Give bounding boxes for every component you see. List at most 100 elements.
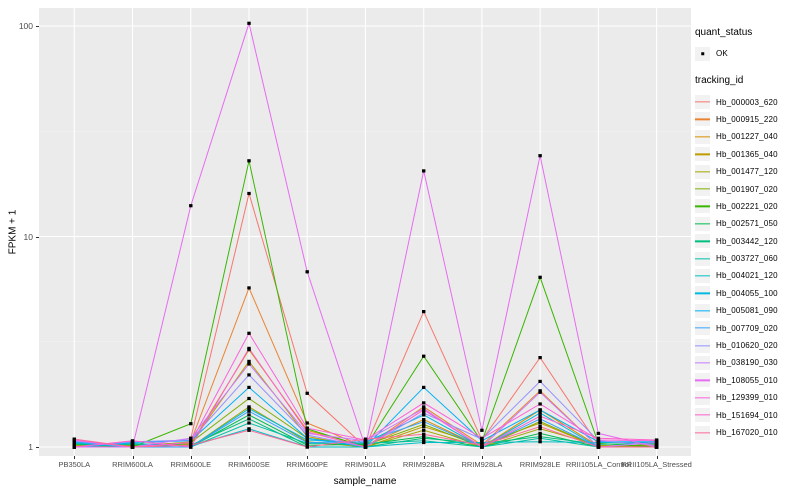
x-tick-mark [481,456,483,459]
data-point [189,440,193,445]
legend-item-Hb_000915_220: Hb_000915_220 [695,111,799,128]
line-swatch-icon [695,101,710,103]
legend-key [695,234,710,249]
data-point [538,408,542,412]
data-point [480,445,484,449]
data-point [189,443,193,447]
legend-title-tracking-id: tracking_id [695,75,744,87]
data-point [422,439,426,443]
legend-section-tracking-id: tracking_id Hb_000003_620 Hb_000915_220 Hb… [695,75,799,441]
data-point [654,438,659,442]
legend-label: Hb_004055_100 [716,288,778,298]
data-point [422,169,426,173]
line-swatch-icon [695,379,710,381]
line-swatch-icon [695,292,710,295]
legend-key [695,199,710,214]
data-point [422,436,426,440]
legend-label: Hb_002571_050 [716,219,778,229]
data-point [422,408,426,412]
data-point [538,436,542,440]
legend-label: Hb_001477_120 [716,167,778,177]
data-point [247,428,251,432]
legend-item-Hb_108055_010: Hb_108055_010 [695,372,799,389]
legend-key [695,182,710,197]
legend-item-Hb_151694_010: Hb_151694_010 [695,406,799,423]
data-point [305,421,309,425]
legend-key [695,355,710,370]
line-swatch-icon [695,327,710,329]
data-point [422,435,426,439]
data-point [654,443,659,447]
legend-item-Hb_003727_060: Hb_003727_060 [695,250,799,267]
legend-label: Hb_003727_060 [716,254,778,264]
line-swatch-icon [695,188,710,190]
legend-key [695,46,710,61]
data-point [538,427,542,431]
y-tick-label: 100 [18,20,33,31]
legend-item-Hb_000003_620: Hb_000003_620 [695,93,799,110]
data-point [305,430,309,434]
data-point [72,437,76,441]
x-tick-label-PB350LA: PB350LA [58,460,91,469]
y-tick-mark [36,26,39,27]
data-point [596,436,601,440]
line-swatch-icon [695,275,710,277]
legend-key [695,95,710,110]
data-point [247,21,251,25]
x-tick-label-RRIM600LE: RRIM600LE [170,460,212,469]
legend-key [695,216,710,231]
y-tick-mark [36,447,39,448]
line-swatch-icon [695,414,710,416]
data-point [538,390,542,394]
line-swatch-icon [695,397,710,399]
line-swatch-icon [695,118,710,121]
line-swatch-icon [695,205,710,208]
legend-label: Hb_001907_020 [716,184,778,194]
data-point [247,346,251,350]
legend-item-Hb_002571_050: Hb_002571_050 [695,215,799,232]
data-point [538,435,542,439]
legend-item-Hb_038190_030: Hb_038190_030 [695,354,799,371]
data-point [247,407,251,411]
legend-item-Hb_002221_020: Hb_002221_020 [695,198,799,215]
legend-label: Hb_108055_010 [716,375,778,385]
data-point [305,436,309,440]
data-point [247,385,251,389]
x-tick-mark [248,456,250,459]
data-point [480,443,484,447]
legend-key [695,286,710,301]
x-tick-mark [598,456,600,459]
legend-label: Hb_001365_040 [716,149,778,159]
data-point [596,438,601,442]
y-tick-label: 10 [23,231,33,242]
legend-item-Hb_001227_040: Hb_001227_040 [695,128,799,145]
x-tick-mark [540,456,542,459]
legend-section-quant-status: quant_status OK [695,27,799,62]
legend: quant_status OK tracking_id Hb_000003_62… [695,27,799,454]
data-point [72,445,76,449]
data-point [247,396,251,401]
data-point [189,438,193,442]
legend-key [695,268,710,283]
legend-key [695,425,710,440]
data-point [422,425,426,429]
data-point [654,440,659,445]
data-point [247,191,251,196]
data-point [305,443,309,447]
y-tick-label: 1 [28,441,33,452]
data-point [305,438,309,442]
data-point [654,445,659,449]
legend-item-Hb_167020_010: Hb_167020_010 [695,424,799,441]
legend-key [695,129,710,144]
x-tick-label-RRIM600PE: RRIM600PE [286,460,329,469]
data-point [538,431,542,435]
data-point [538,402,542,406]
data-point [247,417,251,421]
x-tick-label-RRIM928BA: RRIM928BA [402,460,445,469]
data-point [189,204,193,208]
legend-item-Hb_003442_120: Hb_003442_120 [695,233,799,250]
data-point [130,439,135,443]
legend-item-Hb_001365_040: Hb_001365_040 [695,146,799,163]
line-swatch-icon [695,431,710,434]
